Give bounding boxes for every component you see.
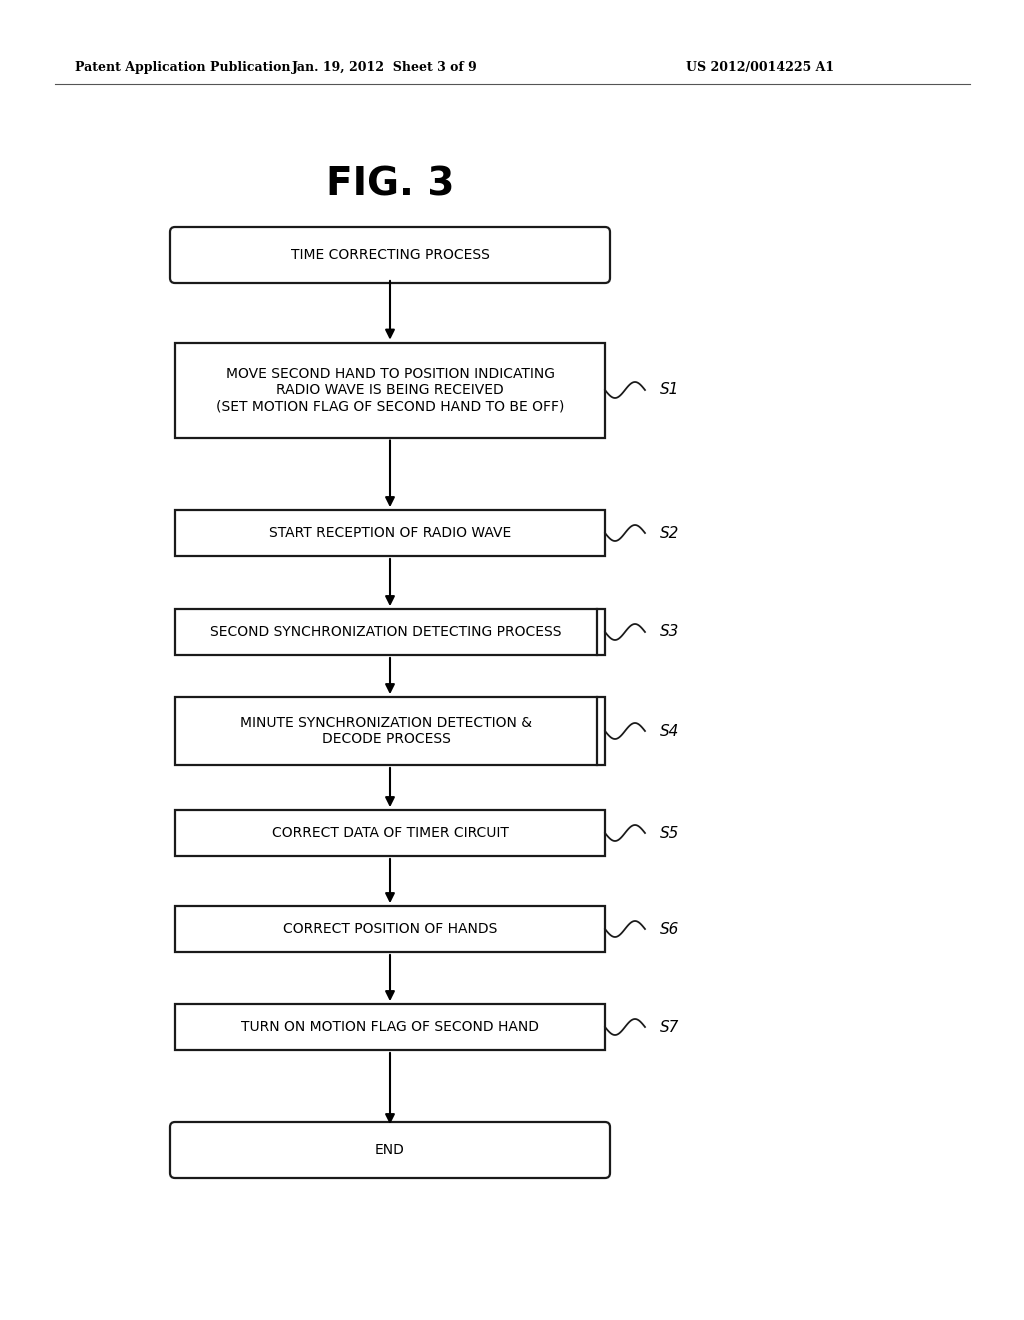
Text: FIG. 3: FIG. 3 xyxy=(326,166,455,205)
Text: S2: S2 xyxy=(660,525,679,540)
Text: CORRECT POSITION OF HANDS: CORRECT POSITION OF HANDS xyxy=(283,921,498,936)
Text: S4: S4 xyxy=(660,723,679,738)
Text: TIME CORRECTING PROCESS: TIME CORRECTING PROCESS xyxy=(291,248,489,261)
Text: START RECEPTION OF RADIO WAVE: START RECEPTION OF RADIO WAVE xyxy=(269,525,511,540)
Bar xyxy=(175,510,605,556)
FancyBboxPatch shape xyxy=(170,1122,610,1177)
Text: MINUTE SYNCHRONIZATION DETECTION &
DECODE PROCESS: MINUTE SYNCHRONIZATION DETECTION & DECOD… xyxy=(240,715,532,746)
Text: S3: S3 xyxy=(660,624,679,639)
Bar xyxy=(175,1005,605,1049)
Text: S1: S1 xyxy=(660,383,679,397)
Bar xyxy=(175,906,605,952)
Text: Patent Application Publication: Patent Application Publication xyxy=(75,62,291,74)
Text: TURN ON MOTION FLAG OF SECOND HAND: TURN ON MOTION FLAG OF SECOND HAND xyxy=(241,1020,539,1034)
Text: SECOND SYNCHRONIZATION DETECTING PROCESS: SECOND SYNCHRONIZATION DETECTING PROCESS xyxy=(210,624,562,639)
FancyBboxPatch shape xyxy=(170,227,610,282)
Bar xyxy=(175,697,605,766)
Text: S7: S7 xyxy=(660,1019,679,1035)
Text: MOVE SECOND HAND TO POSITION INDICATING
RADIO WAVE IS BEING RECEIVED
(SET MOTION: MOVE SECOND HAND TO POSITION INDICATING … xyxy=(216,367,564,413)
Text: END: END xyxy=(375,1143,404,1158)
Bar xyxy=(175,609,605,655)
Text: US 2012/0014225 A1: US 2012/0014225 A1 xyxy=(686,62,835,74)
Text: S6: S6 xyxy=(660,921,679,936)
Text: Jan. 19, 2012  Sheet 3 of 9: Jan. 19, 2012 Sheet 3 of 9 xyxy=(292,62,478,74)
Bar xyxy=(175,342,605,437)
Bar xyxy=(175,810,605,855)
Text: S5: S5 xyxy=(660,825,679,841)
Text: CORRECT DATA OF TIMER CIRCUIT: CORRECT DATA OF TIMER CIRCUIT xyxy=(271,826,509,840)
